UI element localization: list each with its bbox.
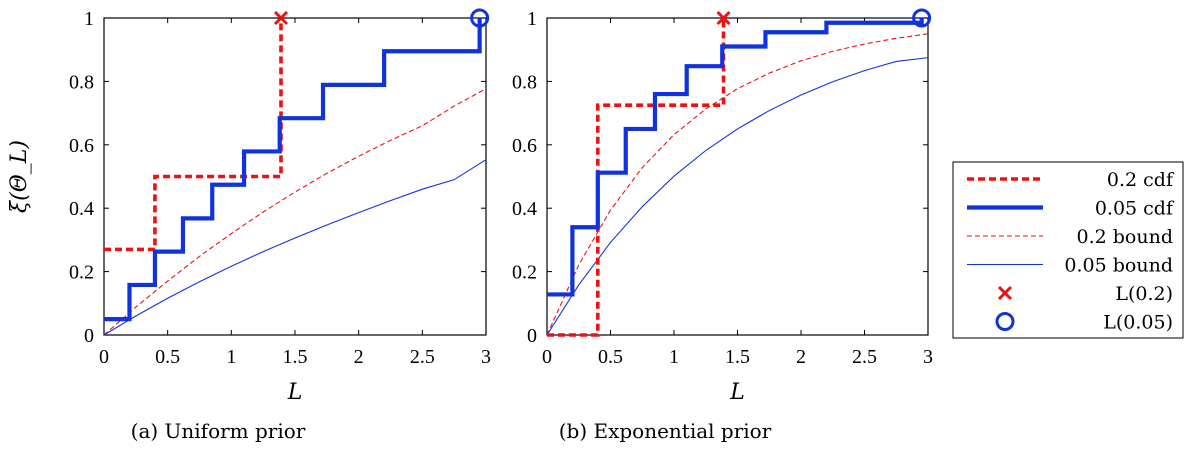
series-02-cdf [104,18,283,252]
x-tick-label: 1 [226,346,236,368]
y-axis-label: ξ(Θ_L) [7,140,32,213]
x-tick-label: 1.5 [725,346,750,368]
legend-circle-icon [995,312,1015,331]
legend-label: L(0.2) [1115,283,1173,305]
legend-entry: 0.05 bound [967,255,1173,277]
panel-uniform-prior: 0 0.5 1 1.5 2 2.5 3 0 0.2 0.4 0.6 0.8 1 Lξ(Θ_L) (a) Un… [7,8,491,443]
marker-L005-circle [470,8,490,28]
legend-label: 0.05 bound [1064,255,1173,277]
x-tick-label: 2 [354,346,364,368]
marker-cross-stroke [716,10,731,26]
legend-label: 0.2 cdf [1107,169,1175,191]
marker-L02-cross [273,10,289,26]
x-tick-label: 3 [481,346,491,368]
subfigure-caption: (b) Exponential prior [559,419,772,443]
legend-box [952,161,1184,339]
x-tick-label: 3 [923,346,933,368]
x-axis-label: L [287,380,303,405]
panel-exponential-prior: 0 0.5 1 1.5 2 2.5 3 0 0.2 0.4 0.6 0.8 1 L (b) Exponent… [512,8,933,443]
x-axis-label: L [729,380,745,405]
legend-label: L(0.05) [1103,312,1173,334]
x-tick-label: 0 [542,346,552,368]
series-005-cdf [104,18,482,322]
y-tick-label: 0.6 [512,135,537,157]
x-tick-label: 2.5 [410,346,435,368]
legend-label: 0.05 cdf [1095,198,1175,220]
y-tick-label: 0.2 [512,262,537,284]
y-tick-label: 0.2 [69,262,94,284]
y-tick-label: 0.6 [69,135,94,157]
y-tick-label: 0.4 [512,198,537,220]
plot-frame [546,17,929,336]
x-tick-label: 2.5 [852,346,877,368]
series-02-bound [546,33,929,336]
x-tick-label: 0 [99,346,109,368]
series-005-bound [103,159,487,336]
legend: 0.2 cdf 0.05 cdf 0.2 bound 0.05 bound L(0.2)… [952,161,1184,339]
marker-L02-cross [716,10,731,26]
legend-label: 0.2 bound [1077,226,1174,248]
x-tick-label: 1 [669,346,679,368]
legend-entry: L(0.2) [997,283,1173,305]
legend-cross-icon [997,285,1013,301]
subfigure-caption: (a) Uniform prior [131,419,306,443]
x-tick-label: 0.5 [598,346,623,368]
y-tick-label: 0.8 [69,71,94,93]
marker-L005-circle [912,8,932,28]
y-tick-label: 0 [84,325,94,347]
legend-entry: 0.2 cdf [967,169,1175,191]
legend-entry: 0.2 bound [967,226,1173,248]
x-tick-label: 2 [796,346,806,368]
x-tick-label: 1.5 [283,346,308,368]
x-tick-label: 0.5 [155,346,180,368]
y-tick-label: 0.8 [512,71,537,93]
legend-entry: L(0.05) [995,312,1173,334]
plot-frame [103,17,487,336]
legend-entry: 0.05 cdf [967,198,1175,220]
series-02-bound [103,88,487,336]
y-tick-label: 1 [527,8,537,30]
y-tick-label: 1 [84,8,94,30]
y-tick-label: 0.4 [69,198,94,220]
series-005-bound [546,57,929,336]
marker-cross-stroke [273,10,289,26]
y-tick-label: 0 [527,325,537,347]
series-005-cdf [547,18,924,297]
